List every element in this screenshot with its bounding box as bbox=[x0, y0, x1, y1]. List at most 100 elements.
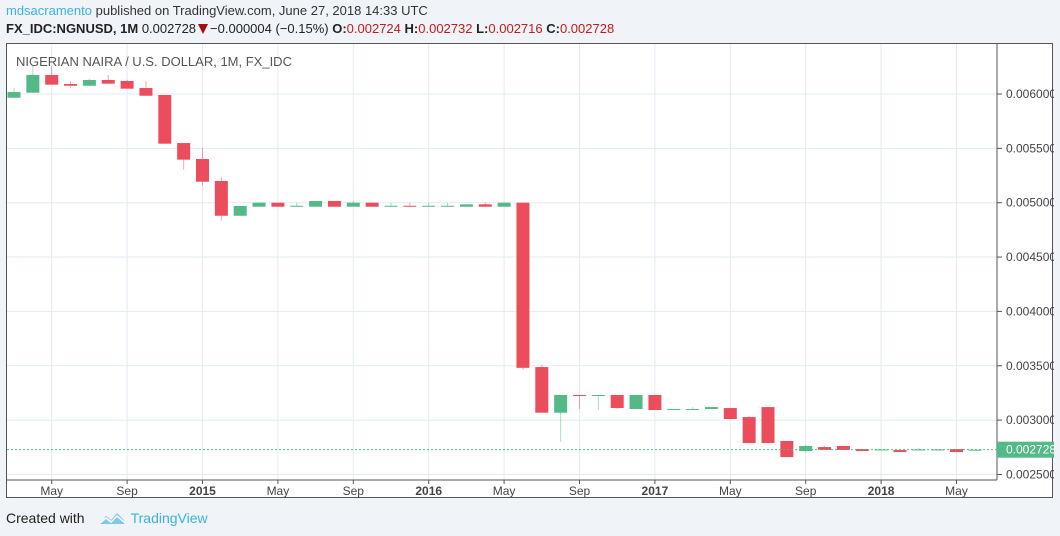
candle-body bbox=[309, 200, 323, 207]
candle-body bbox=[177, 143, 191, 160]
x-tick-label: Sep bbox=[343, 484, 365, 498]
candle-body bbox=[7, 92, 21, 98]
open-label: O: bbox=[332, 21, 347, 36]
candle bbox=[554, 394, 568, 442]
candle-body bbox=[139, 88, 153, 96]
candle-body bbox=[384, 205, 398, 207]
candle-body bbox=[327, 200, 341, 207]
high-label: H: bbox=[404, 21, 419, 36]
author-link[interactable]: mdsacramento bbox=[6, 3, 92, 18]
y-tick-label: 0.006000 bbox=[1006, 87, 1054, 101]
candle bbox=[290, 202, 304, 207]
candle bbox=[403, 202, 417, 207]
x-tick-label: 2016 bbox=[415, 484, 442, 498]
chart-title: NIGERIAN NAIRA / U.S. DOLLAR, 1M, FX_IDC bbox=[16, 54, 292, 69]
candle-body bbox=[818, 447, 832, 450]
candle-body bbox=[761, 407, 775, 444]
x-tick-label: 2017 bbox=[642, 484, 669, 498]
candle bbox=[667, 409, 681, 411]
x-tick-label: May bbox=[719, 484, 742, 498]
publish-text: published on TradingView.com, June 27, 2… bbox=[95, 3, 428, 18]
change-value: −0.000004 (−0.15%) bbox=[210, 21, 329, 36]
x-tick-label: May bbox=[493, 484, 516, 498]
candle bbox=[912, 448, 926, 451]
chart-frame[interactable]: 0.002500 0.003000 0.003500 0.004000 0.004500… bbox=[6, 43, 1054, 499]
candle bbox=[723, 408, 737, 420]
y-tick-label: 0.005000 bbox=[1006, 196, 1054, 210]
candle-body bbox=[591, 394, 605, 396]
candle bbox=[139, 80, 153, 96]
candle-body bbox=[855, 449, 869, 452]
last-price-label: 0.002728 bbox=[1006, 443, 1054, 457]
x-tick-label: May bbox=[40, 484, 63, 498]
candle bbox=[799, 444, 813, 453]
created-with-text: Created with bbox=[6, 510, 85, 526]
close-label: C: bbox=[546, 21, 560, 36]
candle-body bbox=[931, 449, 945, 451]
candle bbox=[686, 407, 700, 411]
candle bbox=[233, 205, 247, 216]
candle-body bbox=[441, 205, 455, 207]
publish-info: mdsacramento published on TradingView.co… bbox=[6, 3, 428, 18]
candle bbox=[573, 394, 586, 410]
low-value: 0.002716 bbox=[488, 21, 543, 36]
tradingview-link[interactable]: TradingView bbox=[130, 510, 208, 526]
candle-body bbox=[158, 94, 172, 144]
candle bbox=[384, 202, 398, 207]
open-value: 0.002724 bbox=[346, 21, 401, 36]
candle-body bbox=[196, 159, 209, 182]
candle-body bbox=[422, 205, 436, 207]
candle-body bbox=[214, 180, 228, 216]
candle-body bbox=[516, 202, 530, 368]
candle bbox=[629, 394, 643, 410]
candle-body bbox=[573, 394, 586, 396]
candle bbox=[365, 202, 379, 207]
candle-body bbox=[723, 408, 737, 420]
candle bbox=[459, 204, 473, 207]
candle-body bbox=[403, 205, 417, 207]
candle bbox=[535, 364, 549, 413]
candle-body bbox=[799, 445, 813, 452]
candle bbox=[327, 200, 341, 207]
low-label: L: bbox=[476, 21, 489, 36]
x-tick-label: Sep bbox=[795, 484, 817, 498]
candle-body bbox=[610, 394, 624, 409]
candle-body bbox=[365, 202, 379, 207]
candle bbox=[26, 65, 40, 93]
candle-body bbox=[535, 367, 549, 413]
candle bbox=[497, 202, 511, 207]
y-tick-label: 0.004000 bbox=[1006, 304, 1054, 318]
candle-body bbox=[497, 202, 511, 207]
candle bbox=[742, 415, 756, 444]
candle-body bbox=[120, 80, 134, 89]
x-tick-label: Sep bbox=[569, 484, 591, 498]
candle bbox=[704, 407, 718, 410]
candle bbox=[45, 65, 59, 85]
candle-body bbox=[742, 417, 756, 444]
candle bbox=[874, 448, 888, 451]
candle bbox=[120, 79, 134, 89]
candle-body bbox=[459, 204, 473, 207]
candle-body bbox=[554, 394, 568, 413]
candle-body bbox=[271, 202, 285, 207]
candle bbox=[441, 202, 455, 207]
candle-body bbox=[836, 445, 850, 450]
candle-body bbox=[64, 84, 78, 86]
candle bbox=[7, 88, 21, 98]
candle-body bbox=[45, 74, 59, 85]
candle-body bbox=[912, 449, 926, 451]
candle-body bbox=[874, 449, 888, 451]
candle bbox=[591, 394, 605, 410]
high-value: 0.002732 bbox=[418, 21, 473, 36]
candlestick-chart[interactable]: 0.002500 0.003000 0.003500 0.004000 0.004500… bbox=[7, 44, 1054, 499]
candle bbox=[648, 394, 662, 410]
candle bbox=[214, 177, 228, 221]
candle-body bbox=[26, 74, 40, 93]
tradingview-cloud-icon bbox=[99, 513, 125, 524]
candle-body bbox=[478, 204, 492, 207]
symbol-info: FX_IDC:NGNUSD, 1M 0.002728 −0.000004 (−0.… bbox=[6, 21, 614, 36]
candle-body bbox=[893, 449, 907, 453]
candle bbox=[309, 200, 323, 207]
x-tick-label: May bbox=[267, 484, 290, 498]
y-tick-label: 0.005500 bbox=[1006, 141, 1054, 155]
